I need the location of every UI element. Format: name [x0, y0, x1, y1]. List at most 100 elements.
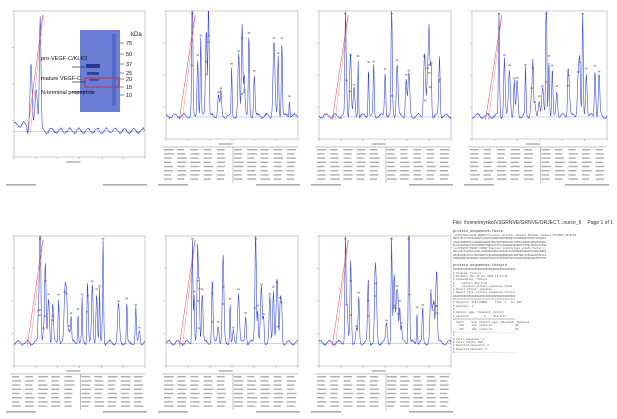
table-cell	[286, 153, 295, 155]
table-cell	[387, 161, 395, 163]
table-cell	[234, 153, 243, 155]
table-cell	[555, 174, 565, 176]
chromatogram-panel-6	[156, 228, 304, 416]
table-cell	[190, 405, 200, 407]
table-cell	[273, 157, 284, 159]
table-cell	[273, 178, 282, 180]
gradient-line	[335, 239, 349, 347]
table-cell	[330, 397, 338, 399]
table-cell	[260, 149, 269, 151]
table-cell	[107, 380, 116, 382]
table-cell	[177, 178, 185, 180]
fasta-line: SIDNEWRKTQCMPREVCIDVGKEFGVATNTFFKPPCVSVY…	[453, 257, 547, 261]
table-cell	[541, 157, 551, 159]
table-cell	[120, 380, 131, 382]
footer-right	[565, 184, 609, 186]
peak-marker	[438, 80, 441, 83]
trace-line	[318, 10, 452, 120]
peak-marker	[344, 13, 347, 15]
table-cell	[177, 376, 186, 378]
table-cell	[387, 380, 397, 382]
table-cell	[330, 170, 338, 172]
footer-left	[6, 184, 36, 186]
x-axis-mark	[66, 161, 81, 163]
table-cell	[216, 384, 224, 386]
peak-marker	[86, 294, 90, 297]
table-cell	[190, 170, 201, 172]
table-cell	[38, 376, 49, 378]
section-fasta-title: protein_sequences.fasta	[453, 230, 503, 234]
table-cell	[524, 165, 534, 168]
peak-marker	[243, 89, 246, 91]
peak-marker	[262, 313, 265, 315]
table-cell	[330, 401, 340, 403]
table-cell	[273, 392, 284, 395]
band-labels: pro-VEGF-C/KLK3 mature VEGF-C N-terminal…	[41, 56, 95, 96]
table-cell	[356, 170, 364, 172]
table-cell	[25, 380, 34, 382]
table-cell	[81, 397, 92, 399]
table-cell	[273, 165, 282, 168]
table-cell	[286, 376, 295, 378]
table-cell	[369, 165, 379, 168]
table-cell	[12, 384, 21, 386]
table-cell	[177, 380, 186, 382]
peak-marker	[69, 312, 73, 314]
table-cell	[133, 401, 142, 403]
peak-marker	[260, 283, 263, 286]
table-cell	[81, 392, 90, 395]
peak-marker	[355, 325, 358, 327]
table-cell	[400, 153, 408, 155]
peak-marker	[201, 288, 204, 291]
table-cell	[568, 178, 578, 180]
table-cell	[38, 401, 48, 403]
table-cell	[483, 153, 491, 155]
table-cell	[356, 397, 365, 399]
peak-marker	[268, 293, 272, 295]
table-cell	[120, 392, 129, 395]
table-cell	[541, 153, 551, 155]
peak-marker	[545, 81, 548, 83]
table-cell	[387, 153, 395, 155]
table-cell	[369, 388, 379, 390]
table-cell	[470, 153, 479, 155]
peak-marker	[230, 62, 233, 65]
peak-marker	[253, 70, 256, 72]
table-cell	[286, 170, 295, 172]
table-cell	[133, 380, 142, 382]
table-cell	[568, 170, 577, 172]
table-cell	[483, 157, 491, 159]
gradient-line	[182, 239, 196, 347]
table-cell	[247, 376, 255, 378]
table-cell	[107, 392, 118, 395]
table-cell	[177, 388, 187, 390]
table-cell	[164, 380, 173, 382]
marker-20: 20	[126, 77, 132, 83]
table-cell	[369, 405, 379, 407]
table-cell	[483, 170, 494, 172]
table-cell	[216, 153, 225, 155]
table-cell	[38, 405, 48, 407]
table-cell	[369, 157, 380, 159]
fuzz-line: #---------------------------------------	[453, 331, 516, 335]
peak-marker	[240, 93, 244, 95]
section-fuzzpro-title: protein_sequences.fuzzpro	[453, 264, 507, 269]
peak-marker	[524, 64, 527, 66]
table-cell	[120, 401, 131, 403]
table-cell	[286, 178, 295, 180]
table-cell	[317, 174, 326, 176]
table-cell	[582, 153, 590, 155]
chromatogram-panel-7	[309, 228, 457, 416]
table-cell	[203, 376, 212, 378]
peak-marker	[513, 77, 516, 80]
table-cell	[356, 388, 365, 390]
table-cell	[568, 149, 576, 151]
label-mature-vegf-c: mature VEGF-C	[41, 76, 81, 82]
table-cell	[483, 149, 492, 151]
table-cell	[426, 178, 434, 180]
table-cell	[177, 384, 187, 386]
peak-marker	[280, 37, 284, 40]
table-cell	[413, 161, 422, 163]
table-cell	[426, 376, 435, 378]
table-cell	[369, 174, 379, 176]
